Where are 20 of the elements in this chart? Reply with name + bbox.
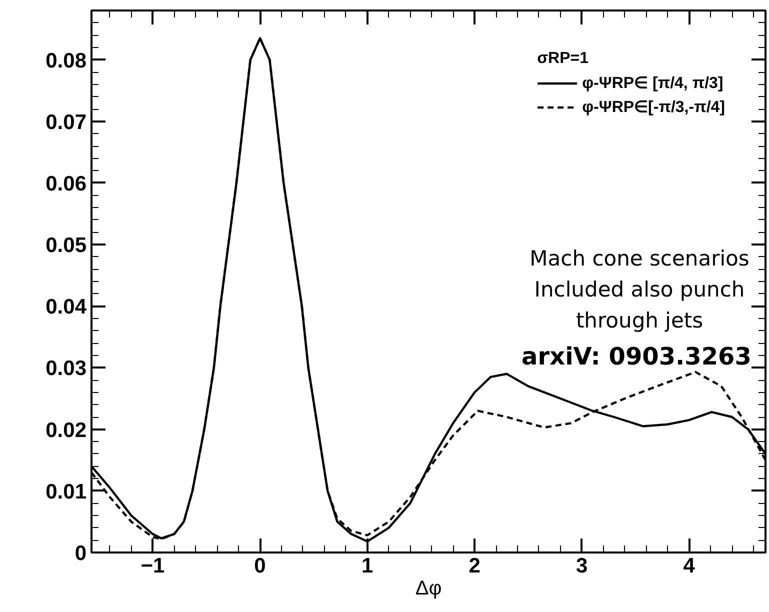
annotation: arxiV: 0903.3263 [522,342,752,370]
x-tick-label: 1 [361,554,374,578]
y-tick-label: 0.05 [46,234,87,258]
legend-label: φ-ΨRP∈[-π/3,-π/4] [582,98,725,117]
x-tick-label: 0 [254,554,266,578]
y-tick-label: 0.06 [46,172,87,196]
x-tick-label: 2 [468,554,480,578]
annotation: Mach cone scenarios Included also punch through jets [530,246,750,332]
y-tick-label: 0.08 [46,49,87,72]
x-axis-title: Δφ [415,578,442,600]
legend-label: φ-ΨRP∈ [π/4, π/3] [582,74,724,93]
y-tick-label: 0.01 [46,480,87,504]
x-tick-label: 3 [576,554,588,578]
legend-title: σRP=1 [537,50,590,68]
x-tick-label: −1 [140,554,166,578]
y-tick-label: 0.07 [46,110,87,134]
y-tick-label: 0.02 [46,418,87,442]
y-tick-label: 0.04 [46,296,87,319]
y-tick-label: 0.03 [46,357,87,380]
x-tick-label: 4 [683,554,696,578]
